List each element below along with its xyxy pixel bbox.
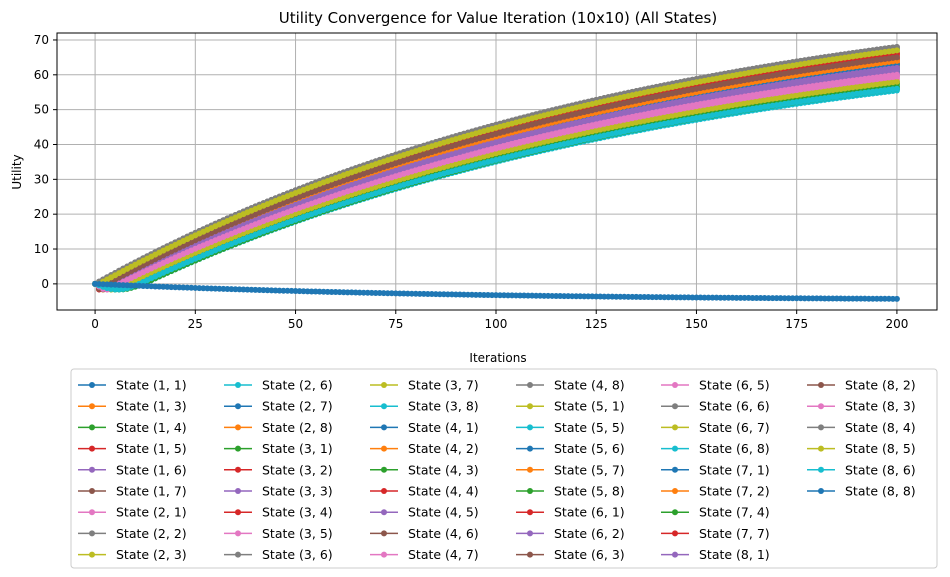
chart-title: Utility Convergence for Value Iteration …	[279, 9, 717, 27]
series-layer	[92, 43, 900, 302]
